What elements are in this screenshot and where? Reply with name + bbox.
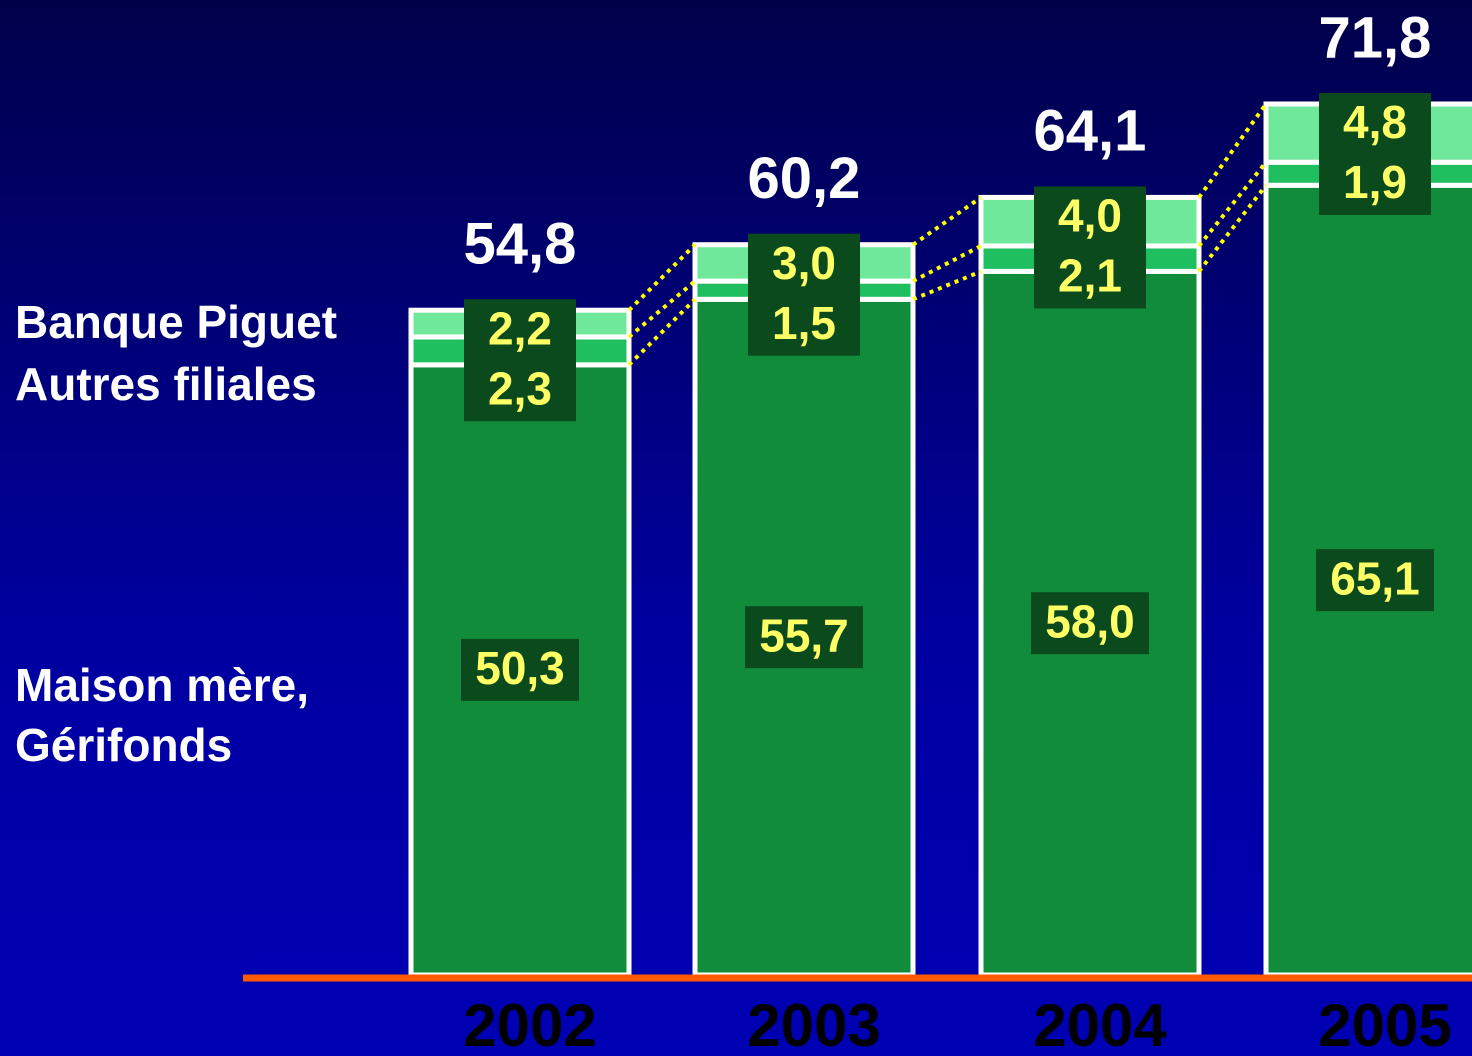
connector bbox=[1197, 160, 1268, 248]
total-label: 64,1 bbox=[1034, 99, 1147, 164]
value-label: 2,2 bbox=[488, 302, 552, 354]
x-tick-label: 2004 bbox=[1033, 992, 1167, 1056]
value-label-box bbox=[1319, 93, 1431, 155]
value-label-box bbox=[1034, 186, 1146, 249]
value-label-box bbox=[748, 293, 860, 356]
value-label: 50,3 bbox=[475, 642, 565, 694]
x-tick-label: 2002 bbox=[463, 992, 596, 1056]
connector bbox=[627, 243, 697, 312]
value-label-box bbox=[461, 638, 579, 701]
value-label: 1,5 bbox=[772, 297, 836, 349]
value-label: 2,1 bbox=[1058, 250, 1122, 302]
value-label: 1,9 bbox=[1343, 156, 1407, 208]
total-label: 71,8 bbox=[1319, 5, 1432, 70]
legend-label: Autres filiales bbox=[15, 358, 317, 410]
connector bbox=[1197, 102, 1268, 199]
value-label: 4,0 bbox=[1058, 190, 1122, 242]
value-label-box bbox=[1034, 246, 1146, 309]
connector bbox=[912, 269, 982, 302]
legend-label: Maison mère, Gérifonds bbox=[15, 659, 309, 771]
value-label: 58,0 bbox=[1045, 595, 1135, 647]
value-label-box bbox=[748, 233, 860, 296]
value-label-box bbox=[1031, 592, 1149, 655]
x-tick-label: 2005 bbox=[1318, 992, 1451, 1056]
value-label-box bbox=[464, 299, 576, 362]
value-label: 4,8 bbox=[1343, 96, 1407, 148]
connector bbox=[627, 279, 697, 339]
value-label: 3,0 bbox=[772, 237, 836, 289]
connector bbox=[627, 297, 697, 367]
value-label-box bbox=[1319, 153, 1431, 215]
total-label: 60,2 bbox=[748, 146, 861, 211]
x-tick-label: 2003 bbox=[747, 992, 880, 1056]
connector bbox=[1197, 184, 1268, 273]
value-label-box bbox=[464, 359, 576, 422]
value-label-box bbox=[745, 606, 863, 669]
value-label: 65,1 bbox=[1330, 552, 1420, 604]
connector bbox=[912, 244, 982, 283]
value-label: 55,7 bbox=[759, 609, 849, 661]
connector bbox=[911, 195, 983, 247]
value-label: 2,3 bbox=[488, 362, 552, 414]
value-label-box bbox=[1316, 549, 1434, 612]
total-label: 54,8 bbox=[464, 212, 577, 277]
legend-label: Banque Piguet bbox=[15, 296, 338, 348]
